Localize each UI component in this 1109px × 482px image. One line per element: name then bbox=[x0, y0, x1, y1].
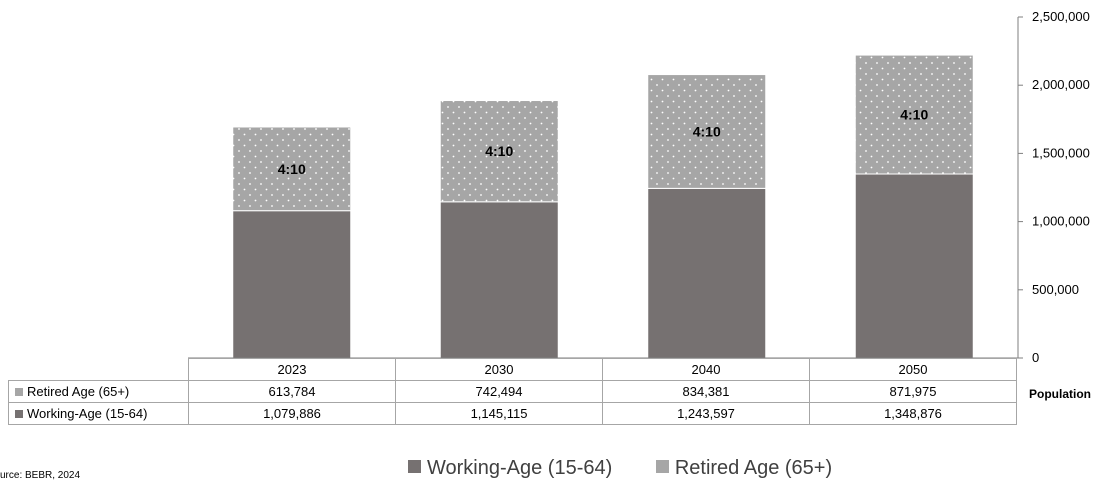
data-table: 2023 2030 2040 2050 Retired Age (65+) 61… bbox=[8, 358, 1017, 425]
y-tick-label: 1,000,000 bbox=[1032, 214, 1090, 229]
y-tick-label: 0 bbox=[1032, 350, 1039, 365]
y-axis-title: Population bbox=[1029, 387, 1091, 401]
table-cell: 1,145,115 bbox=[395, 402, 603, 425]
working-age-bar-2023 bbox=[232, 210, 352, 359]
source-note: urce: BEBR, 2024 bbox=[0, 470, 81, 481]
legend-swatch-retired bbox=[655, 460, 669, 473]
bar-labels: 4:10 4:10 4:10 4:10 bbox=[278, 107, 929, 177]
table-cell: 1,079,886 bbox=[188, 402, 396, 425]
retired-age-bar-2040 bbox=[647, 74, 767, 189]
legend-item-working: Working-Age (15-64) bbox=[408, 457, 612, 480]
row-label: Working-Age (15-64) bbox=[27, 406, 148, 421]
bar-data-label-2040: 4:10 bbox=[693, 123, 721, 139]
retired-age-bar-2023 bbox=[232, 126, 352, 212]
legend-swatch-working bbox=[408, 460, 421, 473]
y-tick-label: 500,000 bbox=[1032, 282, 1079, 297]
working-age-bar-2040 bbox=[647, 187, 767, 359]
column-header: 2030 bbox=[395, 358, 603, 381]
working-key-swatch bbox=[15, 410, 23, 418]
retired-age-bar-2050 bbox=[854, 54, 974, 175]
column-header: 2050 bbox=[809, 358, 1017, 381]
bar-data-label-2023: 4:10 bbox=[278, 161, 306, 177]
working-age-bar-2030 bbox=[439, 201, 559, 359]
y-tick-label: 1,500,000 bbox=[1032, 145, 1090, 160]
table-header-row: 2023 2030 2040 2050 bbox=[9, 358, 1017, 381]
table-cell: 834,381 bbox=[602, 380, 810, 403]
retired-age-bar-2030 bbox=[439, 100, 559, 203]
table-corner bbox=[9, 359, 189, 381]
legend: Working-Age (15-64) Retired Age (65+) bbox=[408, 457, 870, 480]
legend-label: Retired Age (65+) bbox=[674, 457, 833, 479]
table-cell: 1,243,597 bbox=[602, 402, 810, 425]
table-cell: 1,348,876 bbox=[809, 402, 1017, 425]
column-header: 2040 bbox=[602, 358, 810, 381]
table-cell: 613,784 bbox=[188, 380, 396, 403]
y-tick-label: 2,000,000 bbox=[1032, 77, 1090, 92]
working-age-bar-2050 bbox=[854, 173, 974, 359]
retired-key-swatch bbox=[15, 388, 23, 396]
legend-item-retired: Retired Age (65+) bbox=[655, 457, 833, 480]
table-cell: 871,975 bbox=[809, 380, 1017, 403]
y-tick-label: 2,500,000 bbox=[1032, 9, 1090, 24]
row-header-working: Working-Age (15-64) bbox=[8, 402, 189, 425]
table-cell: 742,494 bbox=[395, 380, 603, 403]
row-header-retired: Retired Age (65+) bbox=[8, 380, 189, 403]
table-row-working: Working-Age (15-64) 1,079,886 1,145,115 … bbox=[8, 402, 1017, 425]
column-header: 2023 bbox=[188, 358, 396, 381]
bars-group bbox=[232, 54, 974, 359]
table-row-retired: Retired Age (65+) 613,784 742,494 834,38… bbox=[8, 380, 1017, 403]
row-label: Retired Age (65+) bbox=[27, 384, 130, 399]
bar-data-label-2030: 4:10 bbox=[485, 143, 513, 159]
legend-label: Working-Age (15-64) bbox=[427, 457, 613, 479]
bar-data-label-2050: 4:10 bbox=[900, 107, 928, 123]
